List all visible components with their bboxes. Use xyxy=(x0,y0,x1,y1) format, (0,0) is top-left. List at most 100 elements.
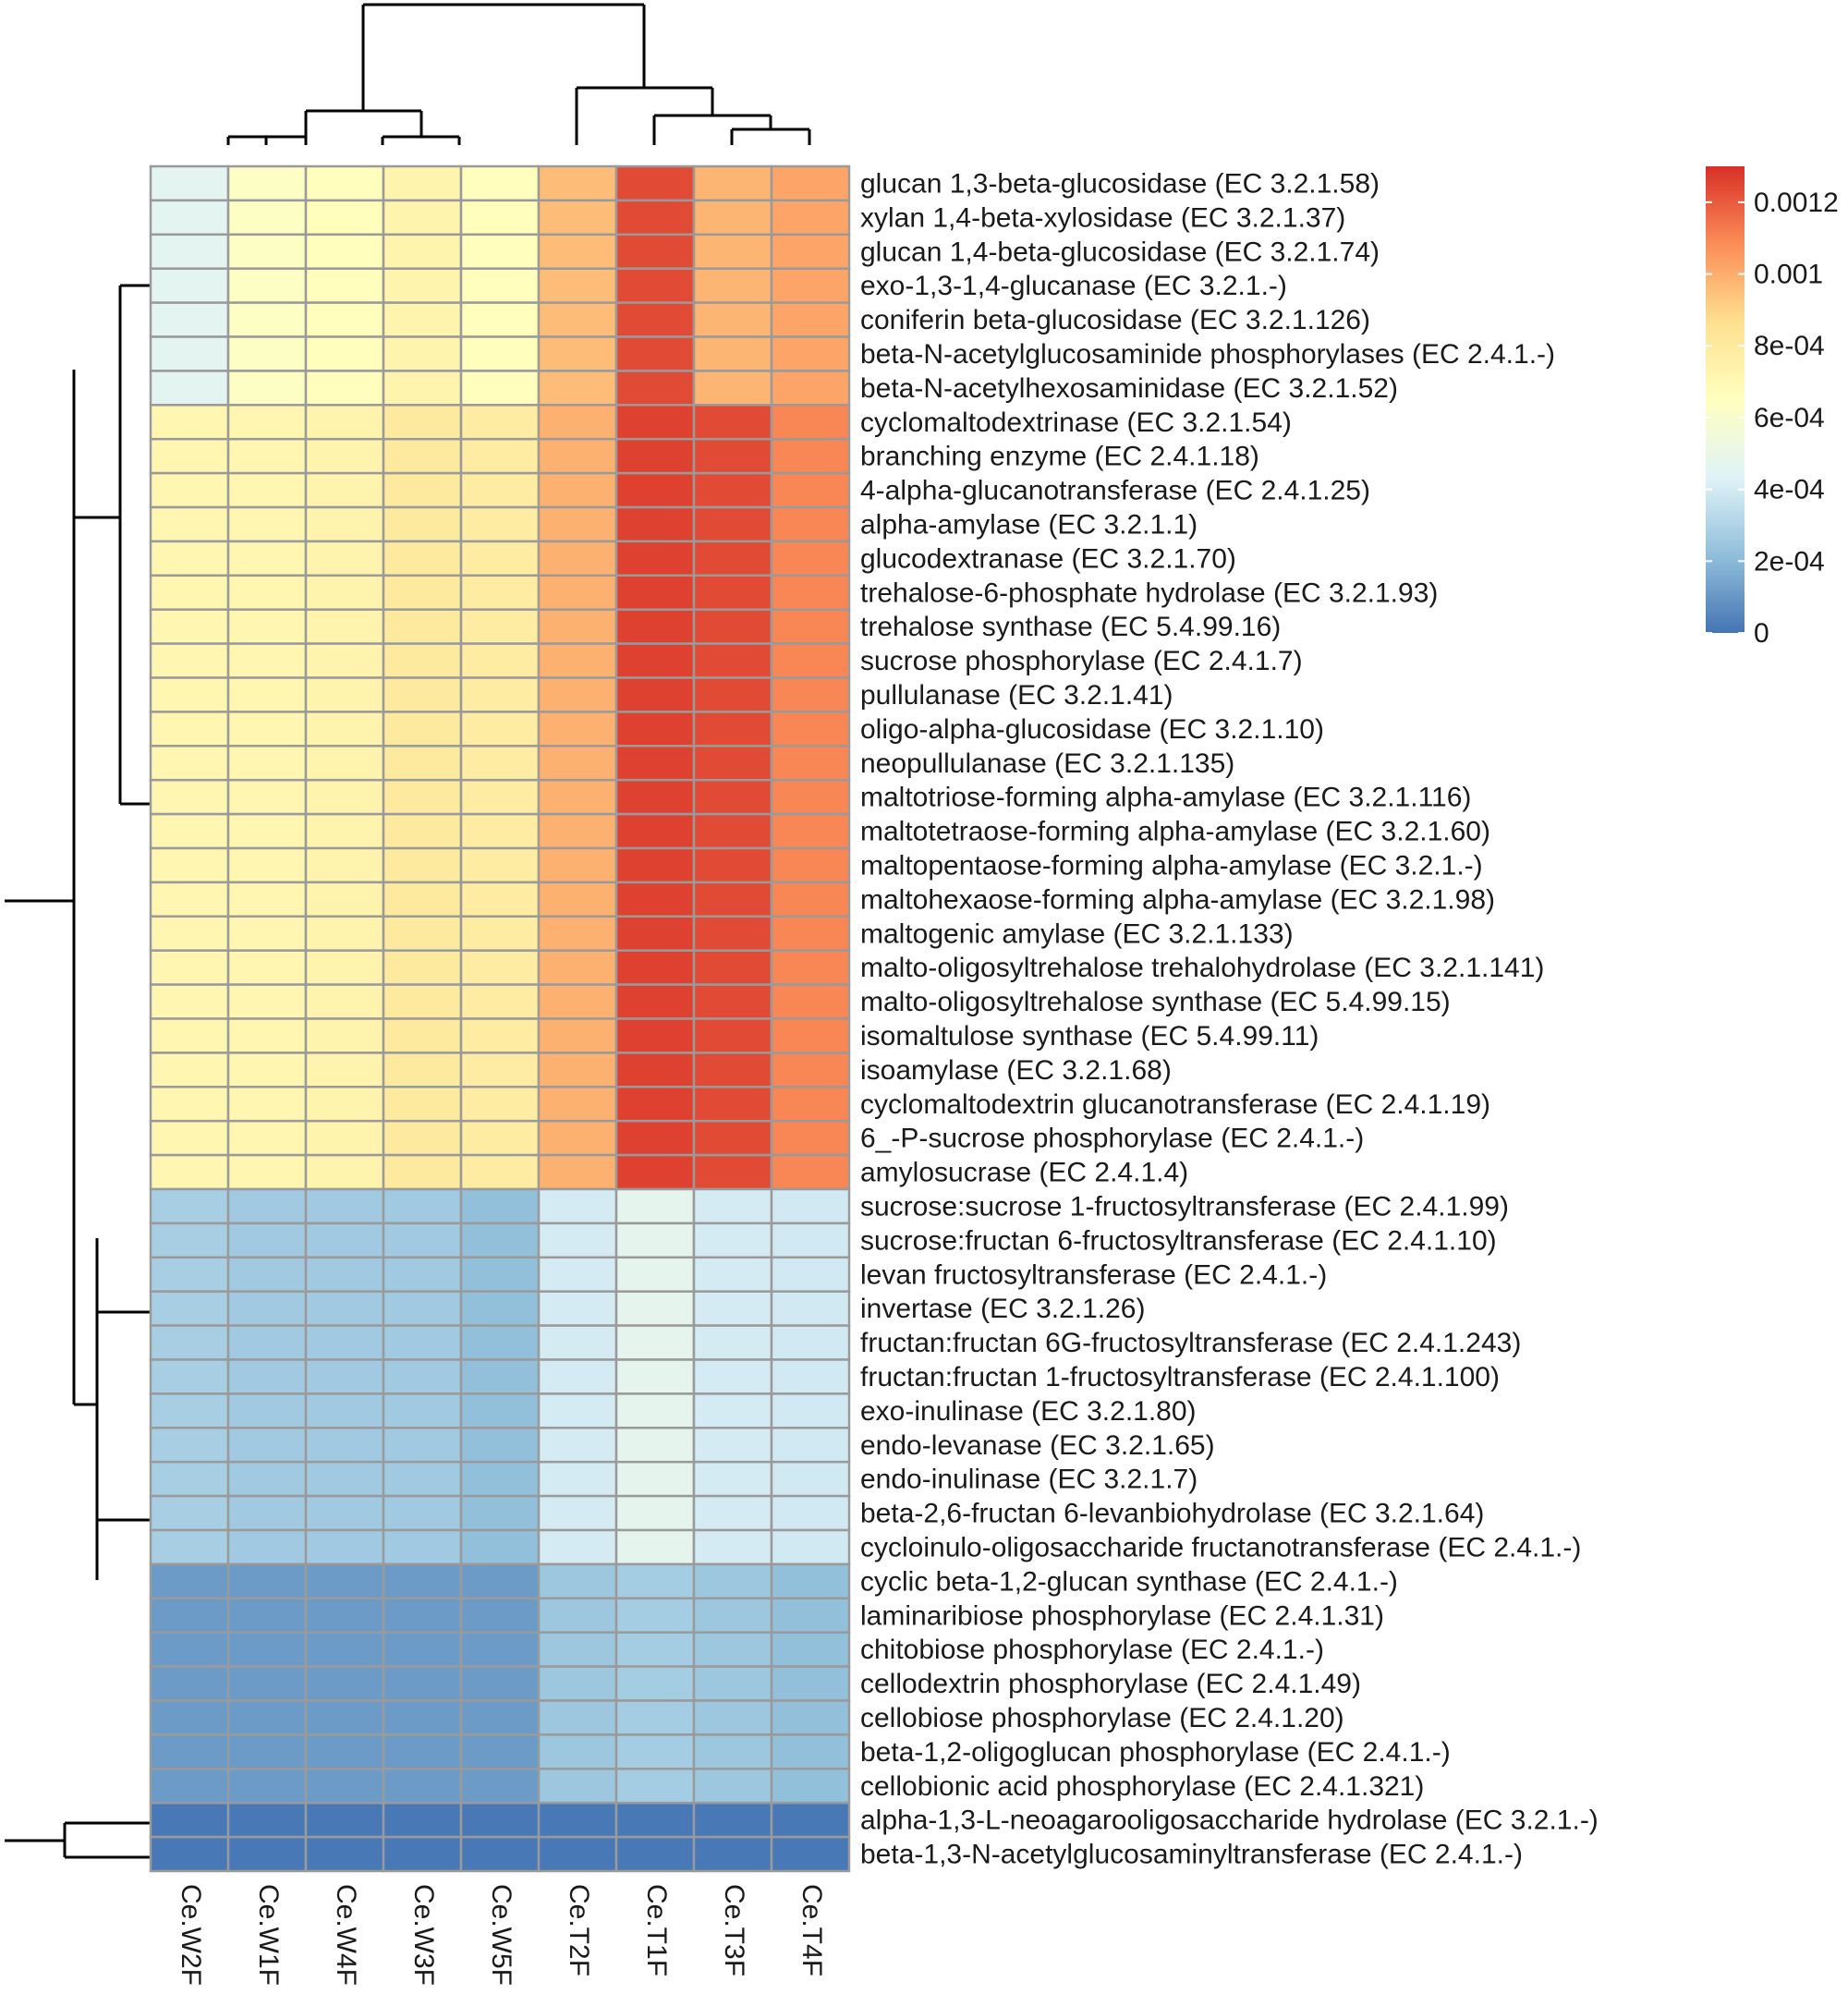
heatmap-cell xyxy=(537,335,618,372)
heatmap-cell xyxy=(459,437,541,475)
heatmap-cell xyxy=(459,1733,541,1770)
row-label: endo-inulinase (EC 3.2.1.7) xyxy=(860,1465,1198,1495)
heatmap-cell xyxy=(770,1358,851,1395)
heatmap-cell xyxy=(149,540,230,577)
heatmap-cell xyxy=(149,404,230,441)
heatmap-cell xyxy=(149,1427,230,1464)
heatmap-cell xyxy=(304,505,385,543)
heatmap-cell xyxy=(692,642,773,679)
heatmap-cell xyxy=(614,370,696,407)
legend-tick-label: 2e-04 xyxy=(1754,546,1825,577)
row-label: cycloinulo-oligosaccharide fructanotrans… xyxy=(860,1532,1581,1562)
heatmap-cell xyxy=(149,1324,230,1361)
row-label: isomaltulose synthase (EC 5.4.99.11) xyxy=(860,1021,1319,1052)
heatmap-cell xyxy=(304,1358,385,1395)
row-label: trehalose-6-phosphate hydrolase (EC 3.2.… xyxy=(860,577,1438,608)
heatmap-cell xyxy=(537,608,618,645)
row-label: 6_-P-sucrose phosphorylase (EC 2.4.1.-) xyxy=(860,1124,1364,1154)
heatmap-cell xyxy=(459,574,541,611)
heatmap-cell xyxy=(459,1052,541,1088)
row-label: cyclomaltodextrinase (EC 3.2.1.54) xyxy=(860,407,1292,438)
heatmap-cell xyxy=(614,1222,696,1259)
heatmap-cell xyxy=(614,233,696,270)
heatmap-cell xyxy=(382,1427,463,1464)
heatmap-cell xyxy=(459,1086,541,1123)
heatmap-cell xyxy=(614,676,696,713)
heatmap-cell xyxy=(614,1460,696,1498)
heatmap-cell xyxy=(149,505,230,543)
heatmap-cell xyxy=(614,1358,696,1395)
heatmap-cell xyxy=(382,915,463,952)
heatmap-cell xyxy=(614,1324,696,1361)
heatmap-cell xyxy=(304,1835,385,1873)
heatmap-cell xyxy=(770,983,851,1020)
heatmap-cell xyxy=(459,199,541,237)
heatmap-cell xyxy=(226,1801,308,1839)
heatmap-cell xyxy=(537,711,618,748)
heatmap-cell xyxy=(382,471,463,509)
heatmap-cell xyxy=(459,1562,541,1600)
heatmap-cell xyxy=(770,1665,851,1702)
heatmap-cell xyxy=(692,1153,773,1191)
heatmap-cell xyxy=(304,335,385,372)
heatmap-cell xyxy=(226,1427,308,1464)
heatmap-cell xyxy=(382,1665,463,1702)
heatmap-cell xyxy=(304,1631,385,1668)
heatmap-cell xyxy=(770,745,851,782)
heatmap-cell xyxy=(770,335,851,372)
heatmap-cell xyxy=(304,1801,385,1839)
heatmap-cell xyxy=(304,983,385,1020)
heatmap-cell xyxy=(614,1597,696,1634)
heatmap-cell xyxy=(459,1699,541,1736)
heatmap-cell xyxy=(692,1052,773,1088)
heatmap-cell xyxy=(537,1528,618,1566)
heatmap-cell xyxy=(692,199,773,237)
heatmap-cell xyxy=(226,915,308,952)
heatmap-cell xyxy=(304,608,385,645)
heatmap-cell xyxy=(614,1835,696,1873)
heatmap-cell xyxy=(459,1187,541,1225)
heatmap-cell xyxy=(692,1086,773,1123)
heatmap-cell xyxy=(149,1631,230,1668)
heatmap-cell xyxy=(459,505,541,543)
heatmap-cell xyxy=(537,437,618,475)
heatmap-cell xyxy=(304,540,385,577)
heatmap-cell xyxy=(226,1699,308,1736)
heatmap-cell xyxy=(692,915,773,952)
heatmap-cell xyxy=(226,711,308,748)
heatmap-cell xyxy=(459,1768,541,1805)
row-label: maltopentaose-forming alpha-amylase (EC … xyxy=(860,850,1483,881)
row-label: malto-oligosyltrehalose trehalohydrolase… xyxy=(860,953,1544,983)
heatmap-cell xyxy=(226,199,308,237)
heatmap-cell xyxy=(770,1119,851,1157)
heatmap-cell xyxy=(304,846,385,884)
heatmap-cell xyxy=(692,437,773,475)
row-label: cyclomaltodextrin glucanotransferase (EC… xyxy=(860,1089,1490,1120)
heatmap-cell xyxy=(692,1665,773,1702)
heatmap-cell xyxy=(614,1119,696,1157)
row-label: maltogenic amylase (EC 3.2.1.133) xyxy=(860,918,1294,949)
heatmap-cell xyxy=(614,404,696,441)
heatmap-cell xyxy=(537,949,618,986)
heatmap-cell xyxy=(770,676,851,713)
heatmap-cell xyxy=(304,471,385,509)
heatmap-cell xyxy=(692,233,773,270)
column-label: Ce.T2F xyxy=(564,1884,594,1976)
heatmap-cell xyxy=(382,233,463,270)
heatmap-cell xyxy=(149,1153,230,1191)
heatmap-cell xyxy=(226,233,308,270)
heatmap-cell xyxy=(382,1631,463,1668)
row-label: branching enzyme (EC 2.4.1.18) xyxy=(860,442,1259,472)
heatmap-cell xyxy=(149,1187,230,1225)
heatmap-cell xyxy=(692,1631,773,1668)
heatmap-cell xyxy=(459,1222,541,1259)
row-label: invertase (EC 3.2.1.26) xyxy=(860,1294,1145,1324)
heatmap-cell xyxy=(692,949,773,986)
column-label: Ce.T3F xyxy=(719,1884,749,1976)
heatmap-cell xyxy=(304,1733,385,1770)
heatmap-cell xyxy=(459,745,541,782)
heatmap-cell xyxy=(149,812,230,850)
heatmap-cell xyxy=(304,267,385,304)
heatmap-cell xyxy=(304,301,385,338)
heatmap-cell xyxy=(304,1222,385,1259)
